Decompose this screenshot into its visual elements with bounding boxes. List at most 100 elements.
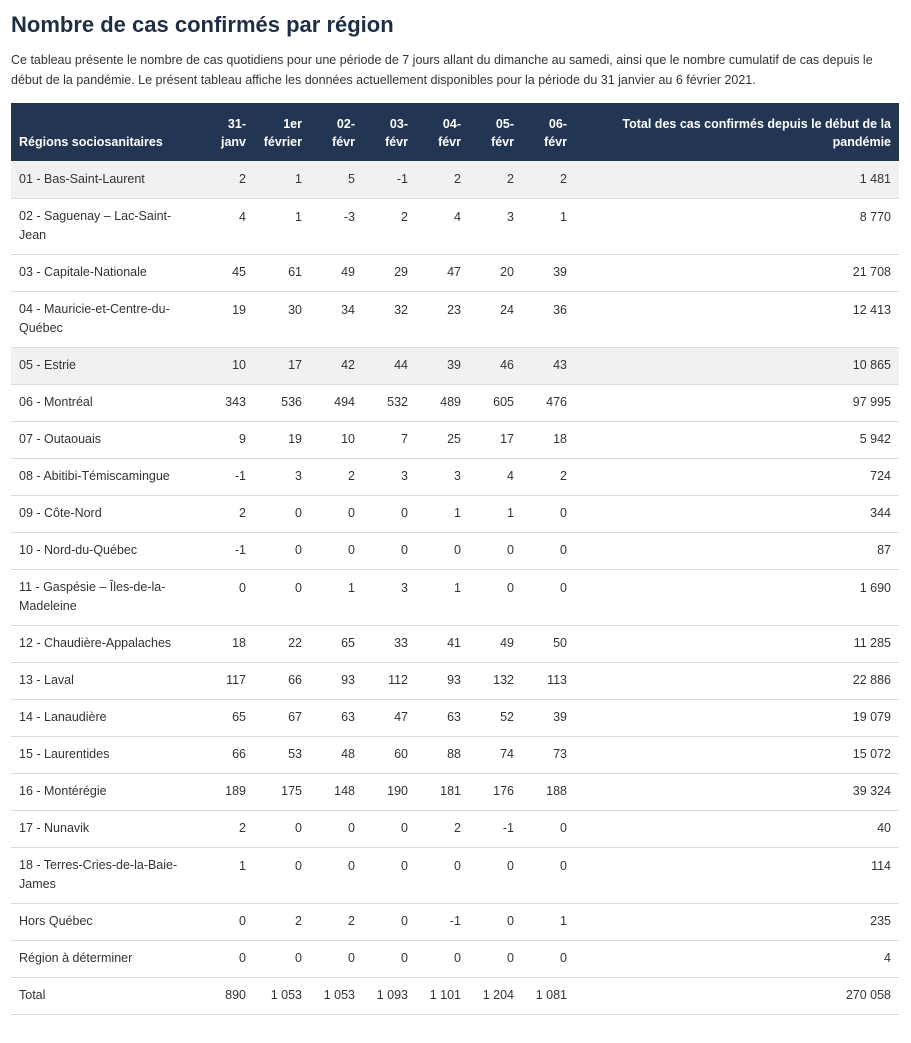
daily-cases-cell: 1 081 <box>522 977 575 1015</box>
daily-cases-cell: 117 <box>198 662 254 700</box>
cumulative-total-cell: 19 079 <box>575 699 899 737</box>
daily-cases-cell: 0 <box>363 940 416 978</box>
daily-cases-cell: 93 <box>416 662 469 700</box>
daily-cases-cell: 19 <box>254 421 310 459</box>
daily-cases-cell: 47 <box>416 254 469 292</box>
cumulative-total-cell: 97 995 <box>575 384 899 422</box>
daily-cases-cell: 23 <box>416 291 469 348</box>
cumulative-total-cell: 344 <box>575 495 899 533</box>
daily-cases-cell: 0 <box>363 495 416 533</box>
header-day-top: 31- <box>227 117 246 131</box>
daily-cases-cell: 2 <box>522 161 575 199</box>
daily-cases-cell: 188 <box>522 773 575 811</box>
header-day: 05- févr <box>469 103 522 161</box>
daily-cases-cell: 93 <box>310 662 363 700</box>
daily-cases-cell: 34 <box>310 291 363 348</box>
daily-cases-cell: 1 <box>416 569 469 626</box>
daily-cases-cell: 536 <box>254 384 310 422</box>
daily-cases-cell: 4 <box>469 458 522 496</box>
daily-cases-cell: 9 <box>198 421 254 459</box>
daily-cases-cell: 65 <box>310 625 363 663</box>
daily-cases-cell: 49 <box>310 254 363 292</box>
table-row: Total 890 1 053 1 053 1 093 1 101 1 204 1 081 27… <box>11 977 899 1015</box>
cumulative-total-cell: 4 <box>575 940 899 978</box>
daily-cases-cell: 0 <box>254 847 310 904</box>
daily-cases-cell: 60 <box>363 736 416 774</box>
table-row: 16 - Montérégie 189 175 148 190 181 176 188 39 3… <box>11 773 899 811</box>
daily-cases-cell: 47 <box>363 699 416 737</box>
cumulative-total-cell: 10 865 <box>575 347 899 385</box>
header-day: 1er février <box>254 103 310 161</box>
header-day-top: 02- <box>336 117 355 131</box>
daily-cases-cell: 132 <box>469 662 522 700</box>
header-day-bottom: févr <box>438 135 461 149</box>
daily-cases-cell: 41 <box>416 625 469 663</box>
region-name-cell: 08 - Abitibi-Témiscamingue <box>11 458 198 496</box>
table-row: 05 - Estrie 10 17 42 44 39 46 43 10 865 <box>11 347 899 385</box>
region-name-cell: 17 - Nunavik <box>11 810 198 848</box>
table-row: 07 - Outaouais 9 19 10 7 25 17 18 5 942 <box>11 421 899 459</box>
cumulative-total-cell: 22 886 <box>575 662 899 700</box>
daily-cases-cell: 113 <box>522 662 575 700</box>
daily-cases-cell: 63 <box>416 699 469 737</box>
daily-cases-cell: 0 <box>469 569 522 626</box>
cumulative-total-cell: 5 942 <box>575 421 899 459</box>
daily-cases-cell: 0 <box>254 532 310 570</box>
daily-cases-cell: 2 <box>254 903 310 941</box>
daily-cases-cell: -1 <box>363 161 416 199</box>
daily-cases-cell: 65 <box>198 699 254 737</box>
cumulative-total-cell: 12 413 <box>575 291 899 348</box>
cumulative-total-cell: 1 690 <box>575 569 899 626</box>
daily-cases-cell: 0 <box>254 495 310 533</box>
region-name-cell: 15 - Laurentides <box>11 736 198 774</box>
daily-cases-cell: 50 <box>522 625 575 663</box>
daily-cases-cell: -3 <box>310 198 363 255</box>
daily-cases-cell: 2 <box>416 810 469 848</box>
daily-cases-cell: 343 <box>198 384 254 422</box>
daily-cases-cell: 0 <box>416 940 469 978</box>
region-name-cell: Région à déterminer <box>11 940 198 978</box>
daily-cases-cell: 3 <box>363 569 416 626</box>
daily-cases-cell: 0 <box>363 847 416 904</box>
cumulative-total-cell: 40 <box>575 810 899 848</box>
region-name-cell: 09 - Côte-Nord <box>11 495 198 533</box>
daily-cases-cell: 2 <box>363 198 416 255</box>
daily-cases-cell: 4 <box>416 198 469 255</box>
daily-cases-cell: 1 204 <box>469 977 522 1015</box>
table-row: 17 - Nunavik 2 0 0 0 2 -1 0 40 <box>11 810 899 848</box>
table-row: 10 - Nord-du-Québec -1 0 0 0 0 0 0 87 <box>11 532 899 570</box>
daily-cases-cell: 10 <box>310 421 363 459</box>
daily-cases-cell: 0 <box>310 847 363 904</box>
daily-cases-cell: 181 <box>416 773 469 811</box>
daily-cases-cell: 33 <box>363 625 416 663</box>
daily-cases-cell: 46 <box>469 347 522 385</box>
region-name-cell: 04 - Mauricie-et-Centre-du-Québec <box>11 291 198 348</box>
daily-cases-cell: 0 <box>469 847 522 904</box>
daily-cases-cell: -1 <box>198 532 254 570</box>
daily-cases-cell: 2 <box>522 458 575 496</box>
cumulative-total-cell: 21 708 <box>575 254 899 292</box>
daily-cases-cell: 42 <box>310 347 363 385</box>
daily-cases-cell: 0 <box>363 810 416 848</box>
region-name-cell: Hors Québec <box>11 903 198 941</box>
daily-cases-cell: 61 <box>254 254 310 292</box>
daily-cases-cell: 25 <box>416 421 469 459</box>
daily-cases-cell: 1 <box>522 903 575 941</box>
daily-cases-cell: 44 <box>363 347 416 385</box>
daily-cases-cell: 36 <box>522 291 575 348</box>
region-name-cell: 14 - Lanaudière <box>11 699 198 737</box>
daily-cases-cell: 605 <box>469 384 522 422</box>
daily-cases-cell: 2 <box>198 161 254 199</box>
daily-cases-cell: 0 <box>310 495 363 533</box>
daily-cases-cell: 1 <box>310 569 363 626</box>
daily-cases-cell: 67 <box>254 699 310 737</box>
cases-by-region-table: Régions sociosanitaires 31- janv 1er févri… <box>11 103 899 1015</box>
daily-cases-cell: 494 <box>310 384 363 422</box>
header-day: 06- févr <box>522 103 575 161</box>
header-day-top: 06- <box>548 117 567 131</box>
table-row: 09 - Côte-Nord 2 0 0 0 1 1 0 344 <box>11 495 899 533</box>
daily-cases-cell: 3 <box>469 198 522 255</box>
daily-cases-cell: 30 <box>254 291 310 348</box>
region-name-cell: Total <box>11 977 198 1015</box>
region-name-cell: 06 - Montréal <box>11 384 198 422</box>
